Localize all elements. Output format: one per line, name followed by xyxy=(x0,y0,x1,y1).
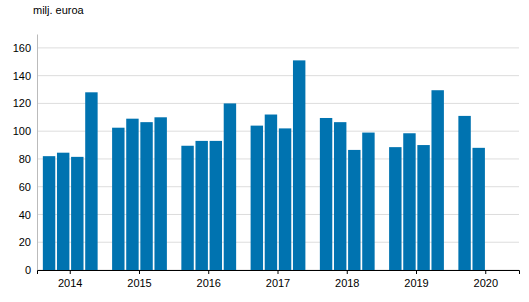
y-tick: 60 xyxy=(19,181,37,193)
x-tick: 2016 xyxy=(197,270,221,289)
grid-line xyxy=(37,47,519,48)
grid-line xyxy=(37,103,519,104)
bar xyxy=(279,128,291,270)
x-tick: 2014 xyxy=(58,270,82,289)
bar xyxy=(210,141,222,270)
bar xyxy=(140,122,152,270)
y-axis-title: milj. euroa xyxy=(33,4,85,16)
bar xyxy=(126,119,138,270)
x-tick-label: 2014 xyxy=(58,277,82,289)
grid xyxy=(37,48,519,270)
y-tick-label: 160 xyxy=(13,42,31,54)
bar xyxy=(195,141,207,270)
y-tick: 120 xyxy=(13,97,37,109)
grid-line xyxy=(37,214,519,215)
y-tick: 140 xyxy=(13,70,37,82)
x-tick-mark xyxy=(485,270,486,274)
x-tick: 2020 xyxy=(474,270,498,289)
x-tick-label: 2019 xyxy=(404,277,428,289)
x-tick: 2017 xyxy=(266,270,290,289)
x-tick: 2015 xyxy=(127,270,151,289)
bar xyxy=(224,103,236,270)
bar xyxy=(472,148,484,270)
y-tick: 0 xyxy=(25,264,37,276)
bar xyxy=(417,145,429,270)
bars xyxy=(43,60,485,270)
grid-line xyxy=(37,186,519,187)
bar xyxy=(43,156,55,270)
y-axis: 0 20 40 60 80 100 120 140 160 xyxy=(13,35,38,277)
bar xyxy=(154,117,166,270)
x-tick-mark xyxy=(278,270,279,274)
y-tick: 40 xyxy=(19,208,37,220)
bar xyxy=(265,115,277,270)
x-tick-label: 2017 xyxy=(266,277,290,289)
y-tick-label: 0 xyxy=(25,264,31,276)
grid-line xyxy=(37,75,519,76)
bar xyxy=(458,116,470,270)
x-tick-label: 2020 xyxy=(474,277,498,289)
grid-line xyxy=(37,131,519,132)
bar xyxy=(251,126,263,270)
grid-line xyxy=(37,242,519,243)
x-tick-label: 2015 xyxy=(127,277,151,289)
x-tick-mark xyxy=(347,270,348,274)
x-tick-label: 2018 xyxy=(335,277,359,289)
y-axis-line xyxy=(37,35,38,271)
bar xyxy=(334,122,346,270)
grid-line xyxy=(37,158,519,159)
y-tick: 80 xyxy=(19,153,37,165)
bar xyxy=(85,92,97,270)
bar xyxy=(431,90,443,270)
bar xyxy=(362,133,374,270)
y-tick: 20 xyxy=(19,236,37,248)
y-tick: 160 xyxy=(13,42,37,54)
plot: 0204060801001201401602014201520162017201… xyxy=(13,35,520,289)
bar xyxy=(320,118,332,270)
x-axis: 2014 2015 2016 2017 2018 2019 2020 xyxy=(38,270,520,289)
bar xyxy=(389,147,401,270)
x-tick-mark xyxy=(70,270,71,274)
y-tick-label: 140 xyxy=(13,70,31,82)
bar xyxy=(348,150,360,270)
x-tick-mark xyxy=(416,270,417,274)
x-tick: 2019 xyxy=(404,270,428,289)
x-axis-line xyxy=(38,271,520,275)
x-tick-mark xyxy=(139,270,140,274)
y-tick-label: 120 xyxy=(13,97,31,109)
y-tick-label: 60 xyxy=(19,181,31,193)
x-tick-mark xyxy=(208,270,209,274)
chart: 0204060801001201401602014201520162017201… xyxy=(0,0,529,302)
y-tick-label: 40 xyxy=(19,208,31,220)
bar xyxy=(112,128,124,270)
y-tick: 100 xyxy=(13,125,37,137)
x-tick-label: 2016 xyxy=(197,277,221,289)
y-tick-label: 100 xyxy=(13,125,31,137)
y-tick-label: 80 xyxy=(19,153,31,165)
bar xyxy=(403,133,415,270)
x-tick: 2018 xyxy=(335,270,359,289)
bar xyxy=(181,146,193,270)
y-tick-label: 20 xyxy=(19,236,31,248)
bar xyxy=(293,60,305,270)
bar xyxy=(71,157,83,270)
bar xyxy=(57,153,69,270)
